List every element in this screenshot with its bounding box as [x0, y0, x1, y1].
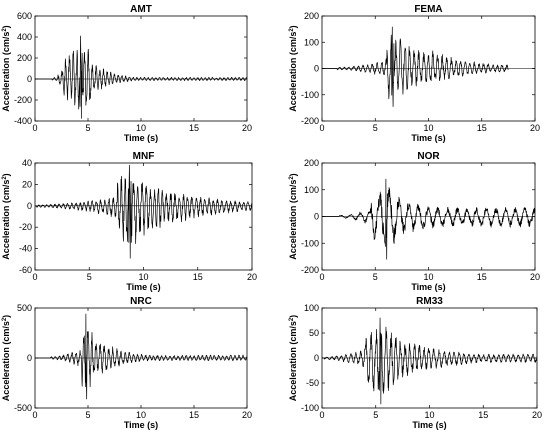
x-tick-label: 5 — [373, 123, 378, 133]
x-tick-label: 0 — [32, 410, 37, 420]
y-tick-label: 40 — [22, 158, 32, 168]
x-tick-label: 20 — [242, 410, 252, 420]
x-tick-label: 15 — [189, 410, 199, 420]
y-tick-label: 0 — [27, 74, 32, 84]
x-tick-label: 20 — [242, 123, 252, 133]
x-tick-label: 10 — [136, 123, 146, 133]
series-line — [321, 26, 509, 107]
series-line — [321, 317, 538, 405]
series-line — [34, 35, 248, 119]
x-tick-label: 20 — [532, 410, 542, 420]
x-tick-label: 10 — [423, 123, 433, 133]
y-tick-label: -200 — [301, 116, 319, 126]
x-tick-label: 0 — [319, 272, 324, 282]
x-tick-label: 5 — [85, 410, 90, 420]
x-tick-label: 10 — [136, 410, 146, 420]
y-tick-label: 100 — [304, 303, 319, 313]
x-tick-label: 20 — [530, 123, 540, 133]
x-axis-label: Time (s) — [124, 420, 158, 430]
x-tick-label: 10 — [423, 272, 433, 282]
x-tick-label: 0 — [32, 123, 37, 133]
chart-panel-rm33: 0 5 10 15 20 -100 -50 0 50 100 RM33 Time (s) Acceler… — [288, 296, 542, 430]
y-tick-label: -100 — [301, 90, 319, 100]
y-axis-label: Acceleration (cm/s2) — [288, 25, 298, 111]
y-tick-label: 200 — [304, 11, 319, 21]
y-tick-label: 100 — [304, 37, 319, 47]
x-tick-label: 0 — [319, 410, 324, 420]
y-tick-label: -400 — [14, 116, 32, 126]
x-tick-label: 15 — [189, 123, 199, 133]
x-axis-label: Time (s) — [124, 133, 158, 143]
x-tick-label: 0 — [32, 272, 37, 282]
x-tick-label: 15 — [478, 410, 488, 420]
y-tick-label: -50 — [306, 378, 319, 388]
y-tick-label: -200 — [301, 265, 319, 275]
y-axis-label: Acceleration (cm/s2) — [288, 173, 298, 259]
x-tick-label: 20 — [247, 272, 257, 282]
y-tick-label: 0 — [314, 353, 319, 363]
x-axis-label: Time (s) — [412, 420, 446, 430]
y-tick-label: -40 — [19, 244, 32, 254]
y-axis-label: Acceleration (cm/s2) — [288, 315, 298, 401]
y-axis-label: Acceleration (cm/s2) — [1, 25, 11, 111]
y-tick-label: -500 — [14, 403, 32, 413]
x-tick-label: 0 — [319, 123, 324, 133]
y-axis-label: Acceleration (cm/s2) — [1, 315, 11, 401]
y-tick-label: -200 — [14, 95, 32, 105]
y-tick-label: 0 — [27, 201, 32, 211]
y-tick-label: -100 — [301, 238, 319, 248]
y-tick-label: 600 — [17, 11, 32, 21]
y-axis-label: Acceleration (cm/s2) — [1, 173, 11, 259]
x-tick-label: 15 — [193, 272, 203, 282]
x-tick-label: 15 — [477, 123, 487, 133]
y-tick-label: -20 — [19, 222, 32, 232]
x-tick-label: 5 — [373, 410, 378, 420]
y-tick-label: -60 — [19, 265, 32, 275]
chart-panel-amt: 0 5 10 15 20 -400 -200 0 200 400 600 AMT Time (s) Acc… — [1, 4, 252, 143]
chart-title: FEMA — [414, 4, 442, 15]
plot-area — [34, 15, 248, 122]
chart-title: AMT — [130, 4, 152, 15]
x-tick-label: 5 — [87, 272, 92, 282]
x-axis-label: Time (s) — [126, 282, 160, 292]
y-tick-label: 0 — [27, 353, 32, 363]
y-tick-label: 50 — [309, 328, 319, 338]
y-tick-label: 500 — [17, 303, 32, 313]
chart-panel-fema: 0 5 10 15 20 -200 -100 0 100 200 FEMA Time (s) Accel… — [288, 4, 540, 143]
y-tick-label: 200 — [304, 158, 319, 168]
x-tick-label: 10 — [424, 410, 434, 420]
x-tick-label: 10 — [138, 272, 148, 282]
y-tick-label: 20 — [22, 179, 32, 189]
y-tick-label: 0 — [314, 212, 319, 222]
y-tick-label: -100 — [301, 403, 319, 413]
x-axis-label: Time (s) — [411, 282, 445, 292]
chart-panel-mnf: 0 5 10 15 20 -60 -40 -20 0 20 40 MNF Time (s) Acceler… — [1, 151, 257, 292]
chart-panel-nor: 0 5 10 15 20 -200 -100 0 100 200 NOR Time (s) Accele… — [288, 151, 540, 292]
x-tick-label: 15 — [477, 272, 487, 282]
chart-title: NOR — [417, 151, 440, 162]
series-line — [34, 313, 248, 400]
y-tick-label: 400 — [17, 32, 32, 42]
y-tick-label: 0 — [314, 64, 319, 74]
x-tick-label: 5 — [373, 272, 378, 282]
x-tick-label: 5 — [85, 123, 90, 133]
x-tick-label: 20 — [530, 272, 540, 282]
chart-title: NRC — [130, 296, 152, 307]
series-line — [321, 178, 536, 260]
y-tick-label: 200 — [17, 53, 32, 63]
y-tick-label: 100 — [304, 185, 319, 195]
series-line — [34, 164, 253, 259]
chart-title: RM33 — [416, 296, 443, 307]
chart-title: MNF — [133, 151, 155, 162]
x-axis-label: Time (s) — [411, 133, 445, 143]
